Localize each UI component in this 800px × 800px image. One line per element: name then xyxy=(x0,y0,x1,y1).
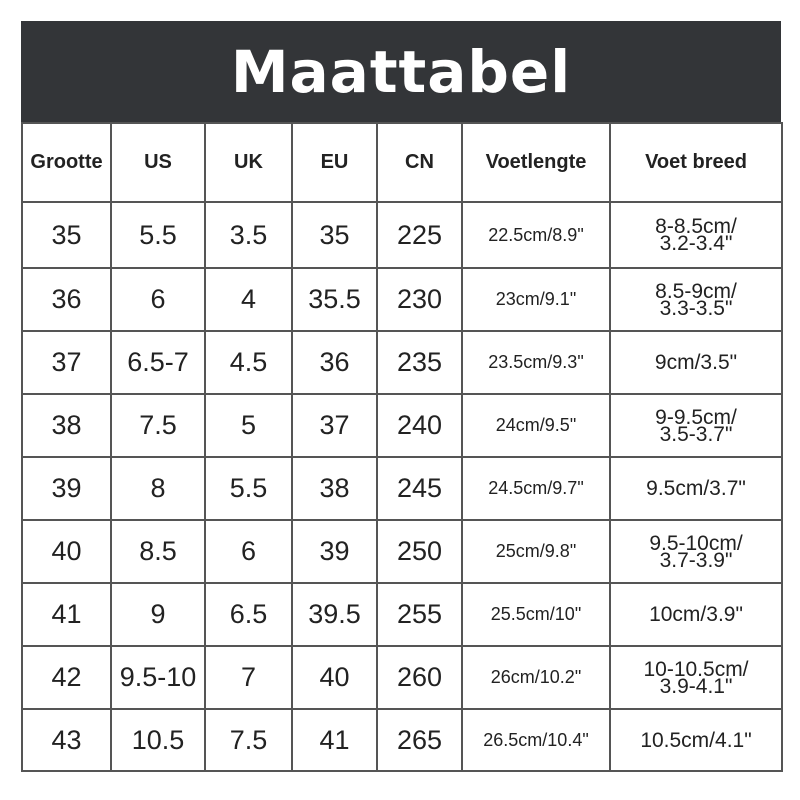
cell-uk: 7 xyxy=(204,645,293,710)
cell-size: 37 xyxy=(21,330,112,395)
cell-foot-length: 24cm/9.5" xyxy=(461,393,611,458)
cell-eu: 39 xyxy=(291,519,378,584)
cell-eu: 41 xyxy=(291,708,378,772)
cell-uk: 4 xyxy=(204,267,293,332)
cell-size: 43 xyxy=(21,708,112,772)
cell-size: 35 xyxy=(21,201,112,269)
table-body: 35 5.5 3.5 35 225 22.5cm/8.9" 8-8.5cm/3.2-3.4"… xyxy=(21,201,783,772)
table-row: 43 10.5 7.5 41 265 26.5cm/10.4" 10.5cm/4.1" xyxy=(21,708,783,772)
cell-foot-width: 9cm/3.5" xyxy=(609,330,783,395)
foot-width-line-1: 8-8.5cm/ xyxy=(655,215,737,238)
cell-foot-width: 10cm/3.9" xyxy=(609,582,783,647)
foot-width-line-1: 10.5cm/4.1" xyxy=(640,728,752,752)
cell-eu: 36 xyxy=(291,330,378,395)
cell-us: 10.5 xyxy=(110,708,206,772)
foot-width-line-1: 10cm/3.9" xyxy=(649,603,743,626)
cell-size: 36 xyxy=(21,267,112,332)
table-row: 37 6.5-7 4.5 36 235 23.5cm/9.3" 9cm/3.5" xyxy=(21,330,783,395)
cell-us: 8.5 xyxy=(110,519,206,584)
cell-foot-width: 10-10.5cm/3.9-4.1" xyxy=(609,645,783,710)
column-header-eu: EU xyxy=(291,122,378,203)
cell-foot-length: 26.5cm/10.4" xyxy=(461,708,611,772)
foot-width-line-1: 9.5-10cm/ xyxy=(649,531,743,555)
table-row: 35 5.5 3.5 35 225 22.5cm/8.9" 8-8.5cm/3.2-3.4" xyxy=(21,201,783,269)
foot-width-line-2: 3.5-3.7" xyxy=(659,422,733,446)
cell-eu: 35.5 xyxy=(291,267,378,332)
cell-cn: 260 xyxy=(376,645,463,710)
table-row: 42 9.5-10 7 40 260 26cm/10.2" 10-10.5cm/3.9-4.… xyxy=(21,645,783,710)
cell-us: 6 xyxy=(110,267,206,332)
cell-cn: 265 xyxy=(376,708,463,772)
cell-size: 38 xyxy=(21,393,112,458)
cell-cn: 235 xyxy=(376,330,463,395)
cell-size: 40 xyxy=(21,519,112,584)
table-row: 40 8.5 6 39 250 25cm/9.8" 9.5-10cm/3.7-3.9" xyxy=(21,519,783,584)
cell-foot-length: 22.5cm/8.9" xyxy=(461,201,611,269)
column-header-us: US xyxy=(110,122,206,203)
cell-us: 7.5 xyxy=(110,393,206,458)
cell-cn: 245 xyxy=(376,456,463,521)
cell-uk: 6.5 xyxy=(204,582,293,647)
cell-us: 9 xyxy=(110,582,206,647)
foot-width-line-1: 9cm/3.5" xyxy=(654,351,738,374)
cell-cn: 230 xyxy=(376,267,463,332)
cell-size: 39 xyxy=(21,456,112,521)
cell-foot-length: 25.5cm/10" xyxy=(461,582,611,647)
table-header-row: Grootte US UK EU CN Voetlengte Voet bree… xyxy=(21,122,783,203)
cell-foot-length: 25cm/9.8" xyxy=(461,519,611,584)
cell-uk: 3.5 xyxy=(204,201,293,269)
foot-width-line-2: 3.2-3.4" xyxy=(659,232,733,255)
cell-eu: 35 xyxy=(291,201,378,269)
foot-width-line-2: 3.3-3.5" xyxy=(659,296,733,320)
table-row: 39 8 5.5 38 245 24.5cm/9.7" 9.5cm/3.7" xyxy=(21,456,783,521)
cell-foot-width: 8.5-9cm/3.3-3.5" xyxy=(609,267,783,332)
cell-size: 41 xyxy=(21,582,112,647)
cell-us: 9.5-10 xyxy=(110,645,206,710)
cell-cn: 240 xyxy=(376,393,463,458)
foot-width-line-2: 3.9-4.1" xyxy=(659,674,733,698)
cell-foot-width: 9-9.5cm/3.5-3.7" xyxy=(609,393,783,458)
cell-uk: 5.5 xyxy=(204,456,293,521)
cell-foot-length: 23cm/9.1" xyxy=(461,267,611,332)
cell-eu: 37 xyxy=(291,393,378,458)
column-header-foot-length: Voetlengte xyxy=(461,122,611,203)
cell-cn: 250 xyxy=(376,519,463,584)
cell-uk: 7.5 xyxy=(204,708,293,772)
cell-us: 8 xyxy=(110,456,206,521)
cell-us: 6.5-7 xyxy=(110,330,206,395)
cell-foot-length: 26cm/10.2" xyxy=(461,645,611,710)
cell-size: 42 xyxy=(21,645,112,710)
foot-width-line-2: 3.7-3.9" xyxy=(659,548,733,572)
table-row: 36 6 4 35.5 230 23cm/9.1" 8.5-9cm/3.3-3.5" xyxy=(21,267,783,332)
page-title: Maattabel xyxy=(230,37,572,106)
cell-uk: 6 xyxy=(204,519,293,584)
cell-foot-width: 8-8.5cm/3.2-3.4" xyxy=(609,201,783,269)
cell-us: 5.5 xyxy=(110,201,206,269)
cell-cn: 225 xyxy=(376,201,463,269)
cell-uk: 5 xyxy=(204,393,293,458)
column-header-uk: UK xyxy=(204,122,293,203)
cell-foot-width: 9.5cm/3.7" xyxy=(609,456,783,521)
cell-cn: 255 xyxy=(376,582,463,647)
size-table: Grootte US UK EU CN Voetlengte Voet bree… xyxy=(21,122,783,772)
cell-foot-width: 9.5-10cm/3.7-3.9" xyxy=(609,519,783,584)
table-row: 38 7.5 5 37 240 24cm/9.5" 9-9.5cm/3.5-3.7" xyxy=(21,393,783,458)
foot-width-line-1: 8.5-9cm/ xyxy=(655,279,737,303)
foot-width-line-1: 9-9.5cm/ xyxy=(655,405,737,429)
cell-eu: 38 xyxy=(291,456,378,521)
cell-foot-length: 23.5cm/9.3" xyxy=(461,330,611,395)
cell-foot-length: 24.5cm/9.7" xyxy=(461,456,611,521)
table-row: 41 9 6.5 39.5 255 25.5cm/10" 10cm/3.9" xyxy=(21,582,783,647)
column-header-foot-width: Voet breed xyxy=(609,122,783,203)
column-header-cn: CN xyxy=(376,122,463,203)
foot-width-line-1: 10-10.5cm/ xyxy=(643,657,749,681)
cell-uk: 4.5 xyxy=(204,330,293,395)
cell-eu: 40 xyxy=(291,645,378,710)
foot-width-line-1: 9.5cm/3.7" xyxy=(646,477,746,500)
column-header-size: Grootte xyxy=(21,122,112,203)
title-bar: Maattabel xyxy=(21,21,781,122)
cell-foot-width: 10.5cm/4.1" xyxy=(609,708,783,772)
size-chart: Maattabel Grootte US UK EU CN Voetlengte… xyxy=(21,21,783,774)
cell-eu: 39.5 xyxy=(291,582,378,647)
